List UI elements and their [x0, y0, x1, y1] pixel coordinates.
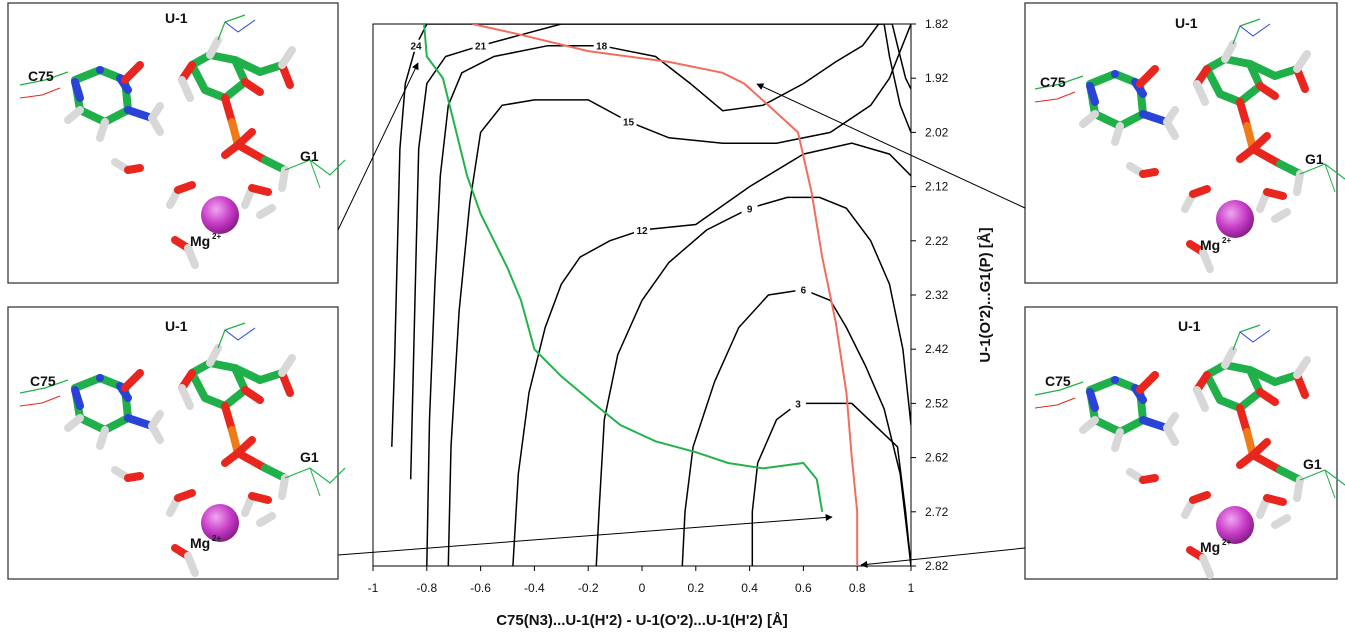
label-mg: Mg [1200, 237, 1220, 253]
label-mg-charge: 2+ [212, 534, 221, 543]
y-tick-label: 2.22 [925, 234, 949, 248]
label-c75: C75 [1045, 373, 1071, 389]
x-tick-label: 0.6 [795, 581, 812, 595]
label-u1: U-1 [1175, 15, 1198, 31]
x-tick-label: -0.6 [470, 581, 491, 595]
label-mg: Mg [190, 535, 210, 551]
path-layer [423, 24, 859, 566]
label-mg-charge: 2+ [1222, 236, 1231, 245]
x-tick-label: 0.4 [741, 581, 758, 595]
x-tick-label: 1 [908, 581, 915, 595]
label-mg: Mg [190, 233, 210, 249]
x-tick-label: -0.4 [524, 581, 545, 595]
arrow-top-right [756, 83, 1026, 209]
label-g1: G1 [1305, 151, 1324, 167]
reaction-path-1 [472, 24, 859, 566]
contour-label-24: 24 [410, 42, 422, 53]
x-tick-label: -0.2 [578, 581, 599, 595]
x-tick-label: -0.8 [416, 581, 437, 595]
y-axis-title: U-1(O'2)...G1(P) [Å] [977, 227, 994, 362]
y-tick-label: 2.52 [925, 396, 949, 410]
contour-label-6: 6 [801, 286, 807, 297]
contour-label-bg [472, 39, 489, 52]
y-tick-label: 2.12 [925, 180, 949, 194]
contour-label-bg [620, 115, 637, 128]
structure-panel-bottom-left: U-1 C75 G1 Mg 2+ [7, 306, 345, 580]
contour-label-bg [593, 39, 610, 52]
contour-label-bg [634, 223, 650, 236]
y-tick-label: 1.82 [925, 17, 949, 31]
label-g1: G1 [300, 148, 319, 164]
y-tick-label: 2.02 [925, 125, 949, 139]
y-tick-label: 2.42 [925, 342, 949, 356]
structure-panel-bottom-right: U-1 C75 G1 Mg 2+ [1024, 306, 1345, 580]
y-tick-label: 2.32 [925, 288, 949, 302]
x-tick-label: 0 [639, 581, 646, 595]
x-tick-label: 0.2 [687, 581, 704, 595]
structure-panel-top-left: U-1 C75 G1 Mg 2+ [7, 2, 345, 284]
contour-label-21: 21 [475, 42, 487, 53]
arrow-bottom-right [860, 547, 1026, 568]
y-tick-label: 1.92 [925, 71, 949, 85]
contour-label-12: 12 [636, 226, 648, 237]
structure-panel-top-right: U-1 C75 G1 Mg 2+ [1024, 2, 1345, 284]
label-mg: Mg [1200, 539, 1220, 555]
contour-label-bg [408, 39, 425, 52]
label-u1: U-1 [165, 318, 188, 334]
contour-layer: 3 6 9 12 15 18 21 24 [391, 24, 911, 566]
label-g1: G1 [1303, 456, 1322, 472]
contour-label-bg [741, 202, 758, 215]
x-axis-title: C75(N3)...U-1(H'2) - U-1(O'2)...U-1(H'2)… [496, 612, 788, 629]
y-tick-label: 2.82 [925, 559, 949, 573]
label-mg-charge: 2+ [1222, 538, 1231, 547]
x-tick-label: -1 [368, 581, 379, 595]
contour-label-15: 15 [623, 118, 635, 129]
arrow-top-left [337, 62, 419, 231]
label-u1: U-1 [1178, 318, 1201, 334]
label-u1: U-1 [165, 10, 188, 26]
contour-line-12 [512, 142, 911, 566]
contour-label-18: 18 [596, 42, 608, 53]
plot-frame [372, 23, 912, 567]
contour-label-3: 3 [795, 399, 801, 410]
label-g1: G1 [300, 449, 319, 465]
label-mg-charge: 2+ [212, 232, 221, 241]
chart: 3 6 9 12 15 18 21 24 -1 -0.8 -0.6 -0.4 -0.2 0 0.2 0.4 0… [368, 17, 994, 629]
contour-label-bg [795, 283, 812, 296]
label-c75: C75 [30, 373, 56, 389]
arrow-bottom-left [337, 513, 833, 556]
pointer-arrows [337, 62, 1026, 568]
y-axis: 1.82 1.92 2.02 2.12 2.22 2.32 2.42 2.52 2.62 2.72… [911, 17, 949, 573]
contour-label-bg [790, 397, 807, 410]
contour-label-9: 9 [747, 204, 753, 215]
label-c75: C75 [1040, 74, 1066, 90]
x-axis: -1 -0.8 -0.6 -0.4 -0.2 0 0.2 0.4 0.6 0.8 1 [368, 566, 915, 595]
y-tick-label: 2.62 [925, 451, 949, 465]
label-c75: C75 [28, 68, 54, 84]
reaction-path-0 [423, 24, 824, 512]
y-tick-label: 2.72 [925, 505, 949, 519]
x-tick-label: 0.8 [849, 581, 866, 595]
